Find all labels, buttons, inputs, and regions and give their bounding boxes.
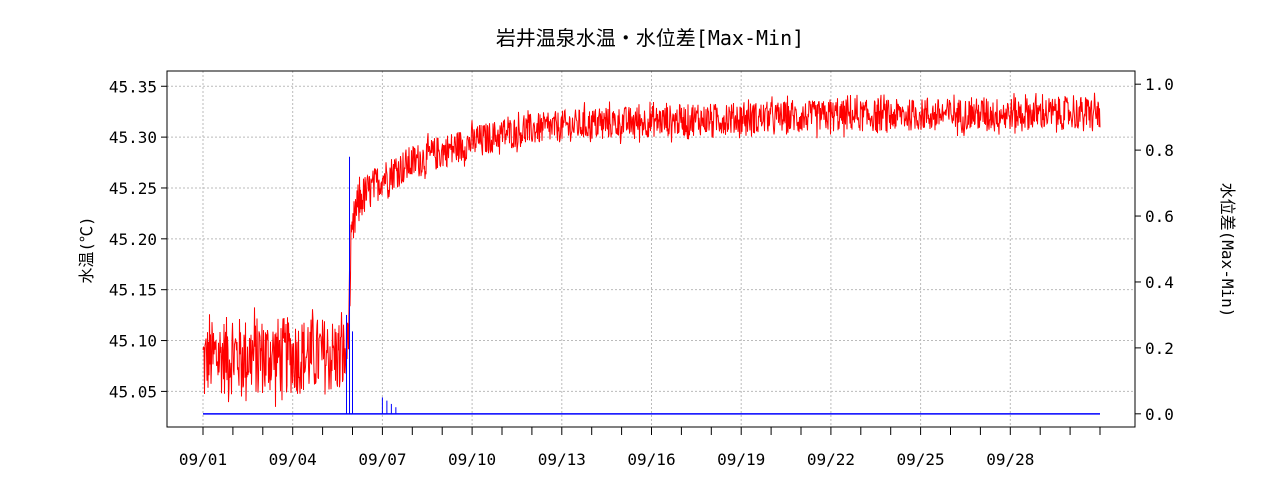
y-tick-label-right: 0.2 [1145,339,1174,358]
y-tick-label-left: 45.20 [109,230,157,249]
x-tick-label: 09/07 [358,450,406,469]
x-tick-label: 09/16 [627,450,675,469]
y-tick-label-left: 45.10 [109,332,157,351]
y-tick-label-left: 45.35 [109,77,157,96]
y-tick-label-left: 45.05 [109,382,157,401]
x-axis: 09/01 09/04 09/07 09/10 09/13 09/16 09/19 09/22… [179,427,1101,469]
y-tick-label-left: 45.30 [109,128,157,147]
grid [167,71,1135,427]
temperature-series [202,92,1101,407]
x-tick-label: 09/10 [448,450,496,469]
y-tick-label-left: 45.25 [109,179,157,198]
x-tick-label: 09/25 [897,450,945,469]
y-tick-label-right: 0.6 [1145,207,1174,226]
y-axis-left: 45.05 45.10 45.15 45.20 45.25 45.30 45.35 [109,77,167,401]
y-axis-right-label: 水位差(Max-Min) [1218,183,1237,318]
y-axis-left-label: 水温(℃) [77,216,96,283]
x-tick-label: 09/04 [269,450,317,469]
water-level-series [203,156,1100,415]
x-tick-label: 09/01 [179,450,227,469]
y-tick-label-right: 0.4 [1145,273,1174,292]
y-tick-label-left: 45.15 [109,281,157,300]
x-tick-label: 09/19 [717,450,765,469]
y-tick-label-right: 0.0 [1145,405,1174,424]
x-tick-label: 09/13 [538,450,586,469]
x-tick-label: 09/22 [807,450,855,469]
y-tick-label-right: 1.0 [1145,75,1174,94]
y-tick-label-right: 0.8 [1145,141,1174,160]
x-tick-label: 09/28 [986,450,1034,469]
y-axis-right: 0.0 0.2 0.4 0.6 0.8 1.0 [1135,75,1174,424]
temperature-line [202,92,1101,407]
chart-title: 岩井温泉水温・水位差[Max-Min] [496,26,804,50]
